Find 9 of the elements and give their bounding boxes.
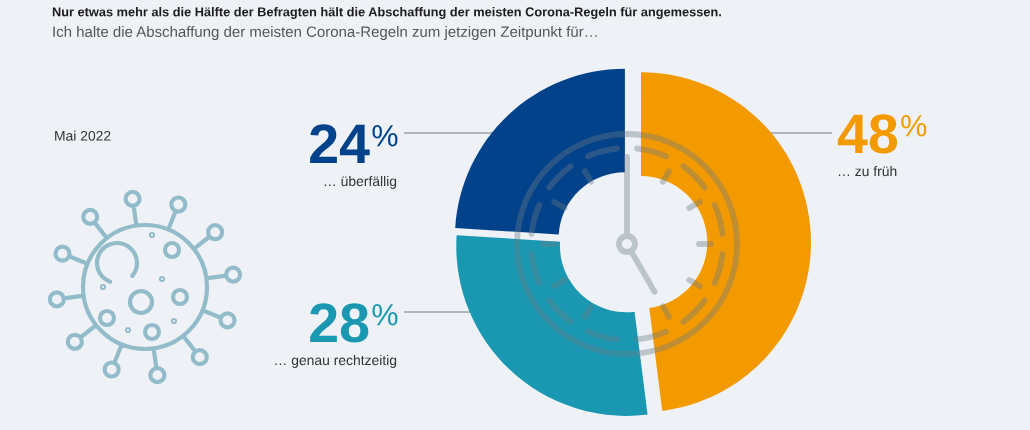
slice-label: … genau rechtzeitig bbox=[275, 354, 397, 368]
text: Mai 2022 bbox=[55, 130, 111, 141]
chart-title: Nur etwas mehr als die Hälfte der Befragten hält die Abschaffung der meisten Corona-Regeln für angemessen. bbox=[52, 7, 721, 19]
data-label: 24% bbox=[310, 124, 398, 163]
slice-label: … überfällig bbox=[324, 175, 397, 189]
data-label: 28% bbox=[310, 303, 398, 343]
slice-label: … zu früh bbox=[838, 165, 897, 177]
data-label: 48% bbox=[837, 114, 927, 154]
chart-subtitle: Ich halte die Abschaffung der meisten Corona-Regeln zum jetzigen Zeitpunkt für… bbox=[53, 26, 597, 40]
